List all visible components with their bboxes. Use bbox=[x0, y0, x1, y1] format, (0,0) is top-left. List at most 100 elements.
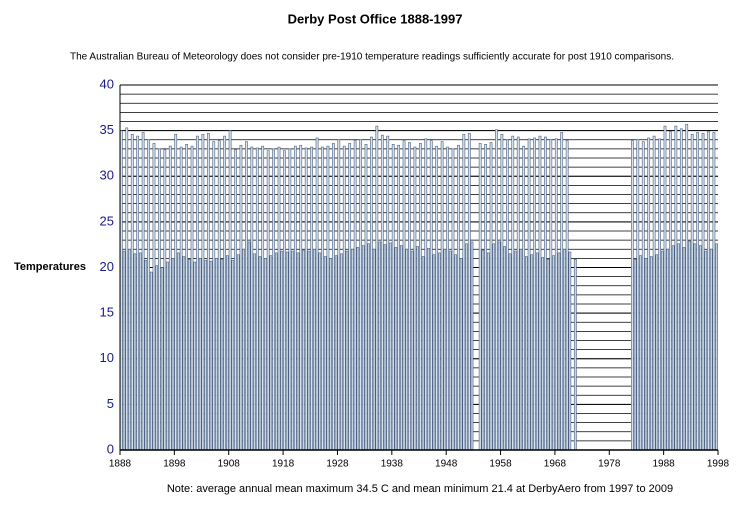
bar bbox=[334, 255, 338, 451]
bar bbox=[688, 240, 691, 451]
bar bbox=[443, 248, 447, 451]
bar bbox=[326, 145, 330, 451]
bar bbox=[704, 250, 708, 451]
y-tick-label: 0 bbox=[107, 441, 114, 456]
bar bbox=[321, 146, 324, 451]
bar bbox=[402, 140, 406, 451]
bar bbox=[130, 133, 134, 451]
x-tick-label: 1988 bbox=[653, 459, 676, 470]
bar bbox=[179, 146, 183, 451]
bar bbox=[650, 256, 653, 451]
bar bbox=[190, 145, 194, 451]
bar bbox=[217, 140, 221, 451]
bar bbox=[652, 135, 656, 451]
bar bbox=[544, 136, 547, 451]
bar bbox=[274, 252, 278, 451]
bar bbox=[266, 150, 270, 451]
bar bbox=[375, 125, 379, 451]
bar bbox=[329, 258, 333, 451]
bar bbox=[182, 256, 186, 451]
chart-subtitle: The Australian Bureau of Meteorology doe… bbox=[70, 52, 674, 63]
bar bbox=[514, 250, 517, 451]
bar bbox=[666, 248, 670, 451]
bar bbox=[315, 137, 319, 451]
bar bbox=[696, 132, 699, 451]
bar bbox=[538, 135, 542, 451]
bar bbox=[318, 252, 322, 451]
bar bbox=[147, 139, 150, 451]
x-tick-label: 1968 bbox=[544, 459, 567, 470]
bar bbox=[378, 241, 381, 451]
bar bbox=[522, 145, 526, 451]
y-tick-label: 40 bbox=[100, 76, 114, 91]
bar bbox=[204, 259, 207, 451]
bar bbox=[674, 125, 678, 451]
bar bbox=[677, 243, 680, 451]
bar bbox=[337, 139, 341, 451]
bar bbox=[250, 146, 254, 451]
bar bbox=[193, 261, 197, 451]
bar bbox=[133, 253, 137, 451]
bar bbox=[478, 143, 482, 451]
bar bbox=[166, 261, 169, 451]
bar bbox=[685, 123, 689, 451]
bar bbox=[549, 139, 553, 451]
bar bbox=[226, 255, 229, 451]
bar bbox=[212, 141, 216, 451]
bar bbox=[511, 135, 515, 451]
bar bbox=[492, 243, 496, 451]
bar bbox=[383, 244, 387, 451]
bar bbox=[397, 144, 400, 451]
bar bbox=[647, 137, 651, 451]
bar bbox=[633, 258, 637, 451]
bar bbox=[206, 133, 210, 451]
bar bbox=[698, 245, 702, 451]
bar bbox=[367, 243, 371, 451]
bar bbox=[424, 138, 428, 451]
bar bbox=[144, 259, 148, 451]
bar bbox=[296, 252, 300, 451]
bar bbox=[451, 148, 455, 451]
bar bbox=[136, 135, 140, 451]
bar bbox=[196, 135, 199, 451]
bar bbox=[302, 249, 305, 451]
y-axis-label: Temperatures bbox=[14, 261, 86, 273]
bar bbox=[171, 258, 175, 451]
chart-title: Derby Post Office 1888-1997 bbox=[288, 11, 463, 26]
bar bbox=[348, 143, 352, 451]
bar bbox=[530, 254, 534, 451]
bar bbox=[418, 143, 422, 451]
bar bbox=[639, 255, 642, 451]
bar bbox=[380, 134, 384, 451]
bar bbox=[120, 130, 123, 451]
x-tick-label: 1908 bbox=[218, 459, 241, 470]
bar bbox=[198, 258, 202, 451]
bar bbox=[481, 249, 485, 451]
bar bbox=[128, 248, 131, 451]
bar bbox=[239, 144, 243, 451]
bar bbox=[500, 133, 504, 451]
y-tick-label: 20 bbox=[100, 259, 114, 274]
bar bbox=[389, 242, 392, 451]
bar bbox=[679, 128, 683, 451]
bar bbox=[413, 146, 417, 451]
bar bbox=[427, 248, 430, 451]
bar bbox=[438, 252, 441, 451]
bar bbox=[293, 145, 297, 451]
bar bbox=[291, 250, 294, 451]
x-tick-label: 1888 bbox=[109, 459, 132, 470]
bar bbox=[187, 258, 191, 451]
x-tick-label: 1938 bbox=[381, 459, 404, 470]
bar bbox=[568, 251, 572, 451]
y-tick-label: 10 bbox=[100, 350, 114, 365]
bar bbox=[261, 145, 265, 451]
bar bbox=[174, 133, 178, 451]
x-tick-label: 1928 bbox=[326, 459, 349, 470]
bar bbox=[125, 127, 129, 451]
bar bbox=[247, 241, 251, 451]
bar bbox=[663, 125, 667, 451]
bar bbox=[304, 147, 308, 451]
bar bbox=[519, 248, 523, 451]
bar bbox=[139, 252, 142, 451]
